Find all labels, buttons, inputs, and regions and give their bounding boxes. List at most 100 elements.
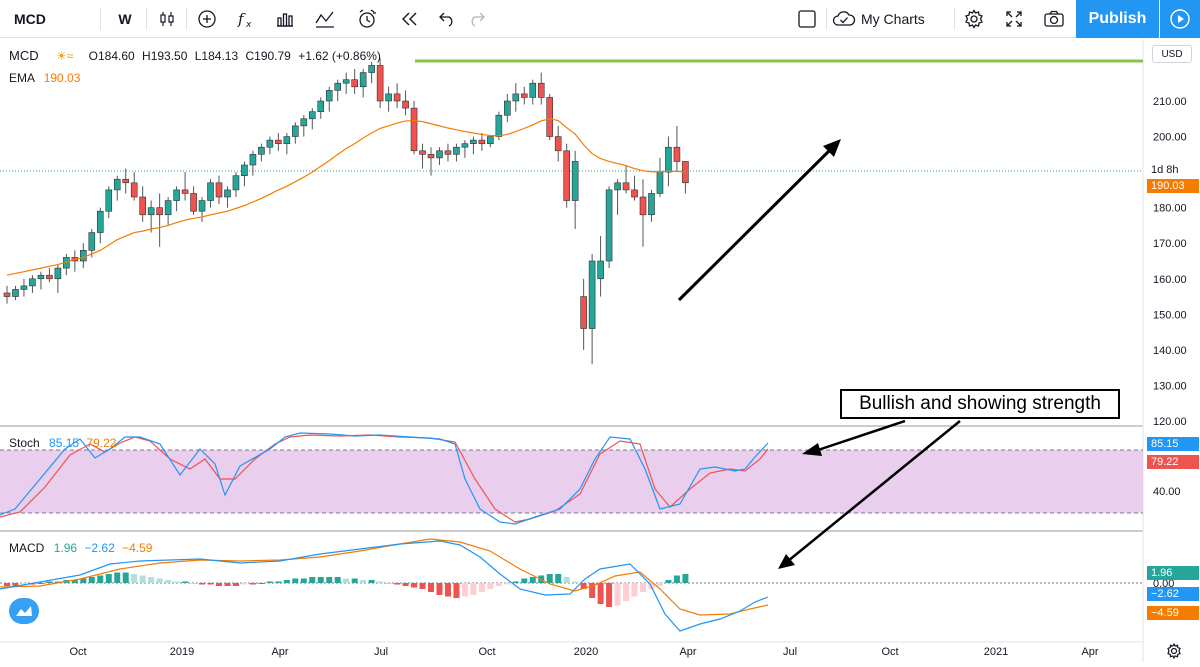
interval-button[interactable]: W — [118, 11, 132, 27]
candle-body — [292, 125, 299, 137]
candle-body — [605, 189, 613, 262]
candle-body — [334, 82, 342, 91]
candle-body — [656, 171, 664, 194]
macd-legend[interactable]: MACD 1.96 −2.62 −4.59 — [9, 541, 152, 555]
svg-text:x: x — [245, 20, 252, 29]
macd-histogram-bar — [614, 583, 621, 606]
candle-body — [376, 65, 384, 102]
stoch-k-line — [0, 432, 769, 525]
time-axis-label: Apr — [271, 646, 288, 658]
my-charts-button[interactable]: My Charts — [832, 0, 952, 38]
play-button[interactable] — [1160, 0, 1200, 38]
line-tools-icon[interactable] — [308, 0, 342, 38]
svg-text:f: f — [237, 10, 246, 28]
ema-legend[interactable]: EMA 190.03 — [9, 71, 80, 85]
macd-signal-value: −4.59 — [122, 541, 153, 555]
macd-histogram-bar — [402, 583, 409, 586]
candle-body — [368, 65, 375, 73]
macd-histogram-bar — [114, 572, 121, 583]
price-tick-label: 160.00 — [1153, 274, 1187, 286]
chart-canvas[interactable]: 210.00200.00190.00180.00170.00160.00150.… — [0, 39, 1200, 662]
macd-histogram-bar — [334, 577, 341, 583]
macd-histogram-bar — [572, 581, 579, 583]
ema-value: 190.03 — [43, 71, 81, 85]
logo-icon[interactable] — [9, 598, 39, 624]
price-tick-label: 210.00 — [1153, 96, 1187, 108]
settings-icon[interactable] — [957, 0, 991, 38]
candle-body — [648, 193, 655, 216]
publish-button[interactable]: Publish — [1076, 0, 1159, 38]
chart-area[interactable]: 210.00200.00190.00180.00170.00160.00150.… — [0, 39, 1200, 662]
alert-icon[interactable] — [350, 0, 384, 38]
countdown-badge: 1d 8h — [1147, 163, 1199, 177]
stoch-d-badge: 79.22 — [1147, 455, 1199, 469]
macd-histogram-bar — [224, 583, 231, 586]
square-icon[interactable] — [790, 0, 824, 38]
symbol-search[interactable]: MCD — [14, 11, 46, 27]
undo-icon[interactable] — [430, 0, 464, 38]
candle-body — [470, 139, 477, 144]
add-indicator-icon[interactable] — [190, 0, 224, 38]
candle-body — [139, 196, 146, 216]
candle-body — [105, 189, 113, 212]
macd-histogram-bar — [165, 580, 172, 583]
candle-body — [436, 150, 443, 159]
toolbar-divider — [826, 8, 827, 30]
candle-body — [283, 136, 291, 144]
macd-histogram-bar — [411, 583, 418, 588]
replay-icon[interactable] — [392, 0, 426, 38]
macd-signal-line — [0, 538, 769, 616]
bar-style-icon[interactable] — [150, 0, 184, 38]
macd-histogram-bar — [241, 583, 248, 585]
candle-body — [29, 278, 36, 287]
market-status-icon: ☀≈ — [55, 49, 74, 63]
candle-body — [317, 100, 325, 112]
macd-histogram-bar — [343, 578, 350, 583]
camera-icon[interactable] — [1037, 0, 1071, 38]
trend-arrow-head — [823, 139, 841, 157]
candle-body — [571, 161, 579, 201]
macd-histogram-bar — [4, 583, 10, 586]
price-tick-label: 170.00 — [1153, 238, 1187, 250]
time-axis-label: 2020 — [574, 646, 598, 658]
legend-change: +1.62 (+0.86%) — [298, 49, 381, 63]
candle-body — [156, 207, 163, 216]
candle-body — [249, 154, 257, 166]
price-legend: MCD ☀≈ O184.60 H193.50 L184.13 C190.79 +… — [9, 48, 381, 63]
macd-histogram-bar — [71, 580, 78, 583]
macd-histogram-bar — [461, 583, 468, 597]
macd-histogram-bar — [20, 583, 27, 585]
time-axis-label: Jul — [374, 646, 388, 658]
macd-histogram-bar — [216, 583, 222, 586]
candle-body — [181, 189, 189, 194]
stoch-legend[interactable]: Stoch 85.15 79.22 — [9, 436, 116, 450]
macd-histogram-bar — [589, 583, 596, 598]
currency-label[interactable]: USD — [1152, 45, 1192, 63]
settings-gear-icon[interactable] — [1166, 642, 1184, 661]
candle-body — [588, 260, 596, 329]
candle-body — [207, 182, 214, 201]
my-charts-label: My Charts — [861, 11, 925, 27]
templates-icon[interactable] — [268, 0, 302, 38]
legend-symbol[interactable]: MCD — [9, 48, 39, 63]
candle-body — [554, 136, 562, 152]
macd-line — [0, 540, 769, 632]
macd-histogram-bar — [419, 583, 426, 589]
candle-body — [563, 150, 570, 201]
fullscreen-icon[interactable] — [997, 0, 1031, 38]
macd-histogram-bar — [258, 583, 265, 584]
time-axis-label: Oct — [69, 646, 86, 658]
macd-histogram-bar — [97, 575, 104, 583]
toolbar-divider — [954, 8, 955, 30]
macd-histogram-bar — [487, 583, 494, 589]
candle-body — [410, 107, 418, 152]
candle-body — [520, 93, 528, 98]
toolbar-divider — [146, 8, 147, 30]
candle-body — [419, 150, 426, 155]
macd-histogram-bar — [309, 577, 316, 583]
candle-body — [275, 139, 282, 144]
macd-histogram-bar — [300, 578, 307, 583]
macd-line-value: −2.62 — [84, 541, 115, 555]
macd-histogram-bar — [105, 574, 112, 583]
